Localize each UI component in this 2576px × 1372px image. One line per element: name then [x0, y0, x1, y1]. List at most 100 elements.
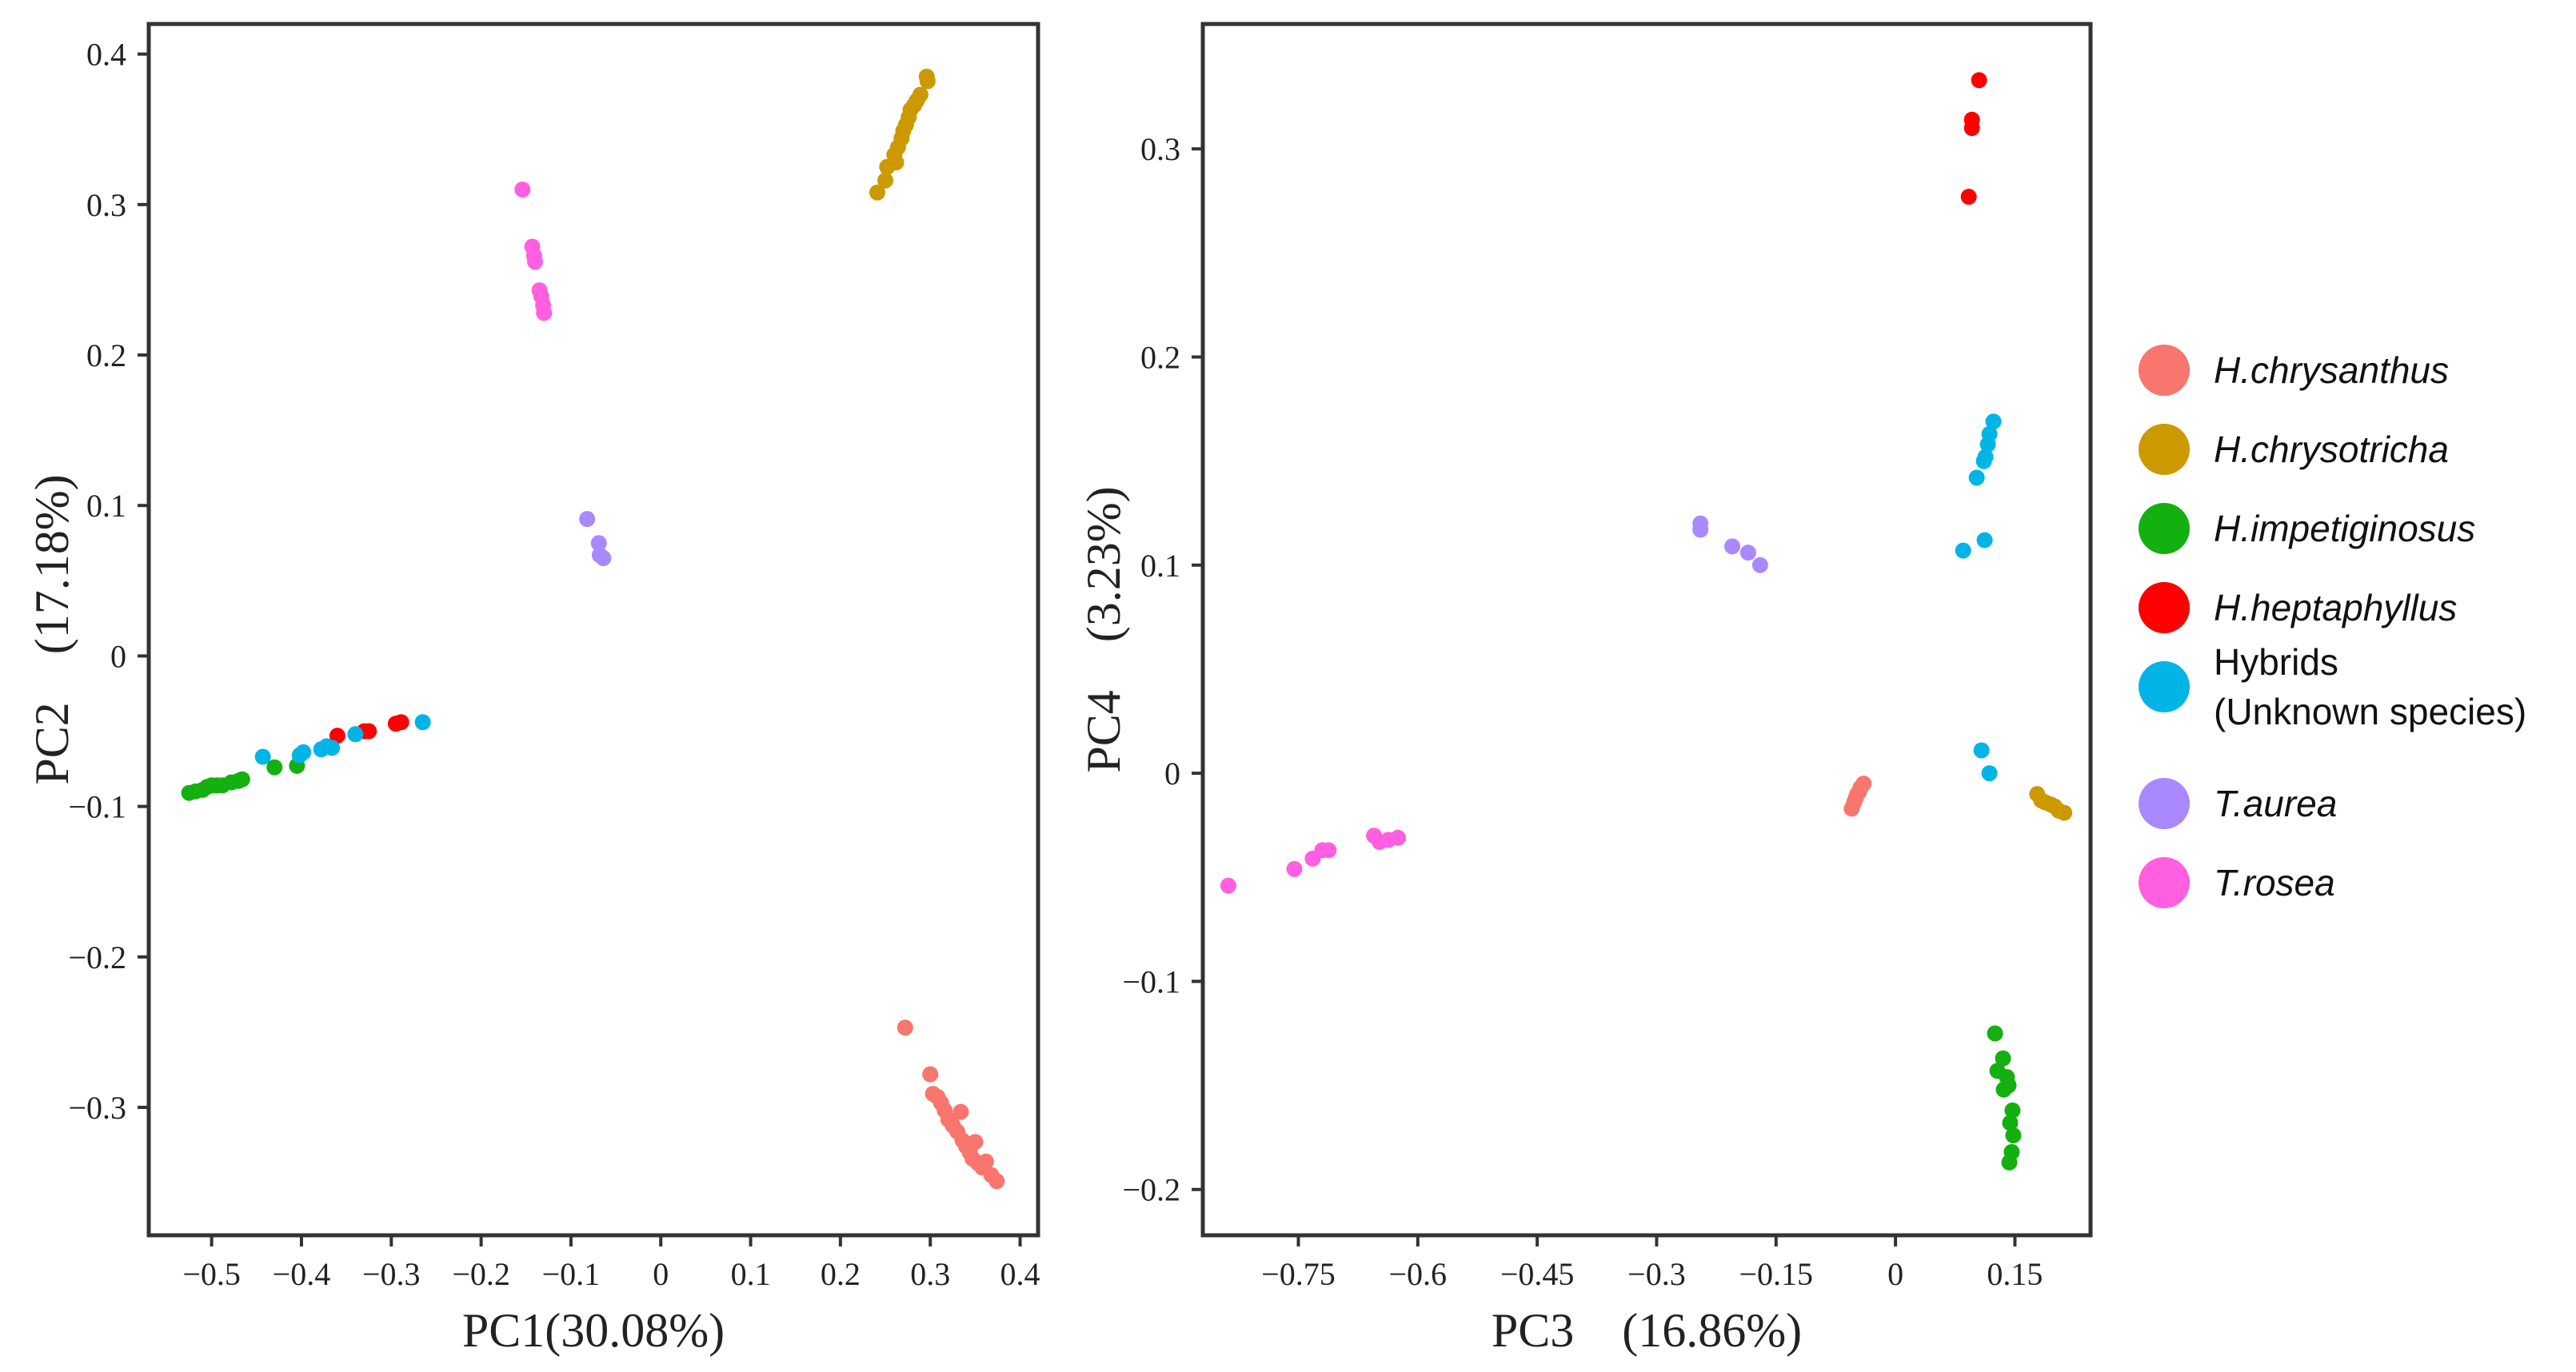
y-tick-label: 0.3: [1140, 131, 1180, 167]
data-point: [869, 184, 885, 201]
data-point: [1220, 877, 1236, 894]
data-point: [526, 253, 543, 270]
data-point: [1979, 436, 1996, 453]
y-tick-label: −0.1: [1122, 963, 1180, 999]
data-point: [1286, 860, 1303, 877]
y-tick-label: −0.2: [1122, 1172, 1180, 1208]
series-h-chrysotricha: [869, 68, 936, 201]
x-tick-label: 0.2: [821, 1256, 861, 1292]
data-point: [953, 1103, 969, 1120]
series-h-impetiginosus: [181, 757, 306, 801]
data-point: [266, 759, 283, 776]
x-tick-label: 0.1: [731, 1256, 771, 1292]
data-point: [1985, 413, 2002, 430]
data-point: [254, 748, 271, 765]
y-tick-label: −0.2: [68, 939, 126, 975]
legend-item-h-impetiginosus: H.impetiginosus: [2139, 503, 2475, 554]
x-tick-label: −0.5: [182, 1256, 241, 1292]
legend-label: H.chrysanthus: [2214, 349, 2449, 391]
data-point: [977, 1153, 994, 1170]
data-point: [1751, 556, 1768, 573]
legend-item-h-heptaphyllus: H.heptaphyllus: [2139, 582, 2457, 633]
series-t-rosea: [1220, 828, 1406, 894]
data-point: [1855, 776, 1872, 792]
x-tick-label: −0.1: [542, 1256, 601, 1292]
legend-marker: [2139, 424, 2190, 475]
legend-item-t-aurea: T.aurea: [2139, 778, 2337, 829]
legend-item-h-chrysotricha: H.chrysotricha: [2139, 424, 2449, 475]
data-point: [1973, 742, 1990, 759]
legend-item-h-chrysanthus: H.chrysanthus: [2139, 345, 2449, 396]
x-tick-label: −0.6: [1389, 1256, 1448, 1292]
x-tick-label: 0.4: [1000, 1256, 1040, 1292]
data-point: [2004, 1102, 2021, 1119]
legend-label: H.chrysotricha: [2214, 429, 2449, 470]
legend-label: H.heptaphyllus: [2214, 587, 2457, 628]
data-point: [888, 154, 905, 171]
legend: H.chrysanthus H.chrysotricha H.impetiginos…: [2139, 345, 2526, 908]
data-point: [1963, 120, 1980, 137]
data-point: [2001, 1154, 2018, 1171]
plot-frame: [146, 22, 1040, 1238]
data-point: [514, 181, 531, 198]
legend-marker: [2139, 503, 2190, 554]
data-point: [1971, 72, 1987, 89]
x-tick-label: −0.3: [362, 1256, 421, 1292]
series-h-impetiginosus: [1987, 1025, 2022, 1171]
legend-label: T.aurea: [2214, 783, 2337, 824]
data-point: [361, 723, 377, 740]
series-t-rosea: [514, 181, 553, 321]
data-point: [1960, 189, 1977, 205]
x-tick-label: −0.2: [452, 1256, 510, 1292]
series-h-chrysanthus: [897, 1019, 1005, 1190]
series-h-chrysotricha: [2029, 786, 2073, 821]
legend-marker: [2139, 345, 2190, 396]
data-point: [393, 714, 409, 731]
data-point: [1976, 532, 1993, 548]
legend-marker: [2139, 778, 2190, 829]
x-tick-label: −0.15: [1739, 1256, 1813, 1292]
y-tick-label: 0: [1164, 756, 1180, 792]
x-axis-title: PC1(30.08%): [462, 1304, 725, 1357]
x-tick-label: 0.3: [910, 1256, 950, 1292]
series-hybrids-unknown-species: [1955, 413, 2002, 782]
data-point: [922, 1066, 939, 1083]
y-axis-title: PC2 (17.18%): [26, 474, 78, 784]
data-point: [234, 771, 250, 788]
data-point: [912, 86, 929, 103]
data-point: [2002, 1115, 2019, 1131]
data-point: [897, 1019, 913, 1036]
x-tick-label: −0.75: [1261, 1256, 1336, 1292]
data-point: [1981, 765, 1998, 782]
y-tick-label: 0.2: [1140, 339, 1180, 375]
y-axis-title: PC4 (3.23%): [1077, 486, 1130, 772]
data-point: [2005, 1127, 2022, 1144]
data-point: [988, 1173, 1005, 1190]
legend-marker: [2139, 661, 2190, 712]
data-point: [1955, 542, 1971, 559]
data-point: [2000, 1077, 2017, 1094]
data-point: [919, 73, 936, 90]
series-t-aurea: [1692, 515, 1768, 573]
y-tick-label: −0.1: [68, 789, 126, 825]
series-h-heptaphyllus: [1960, 72, 1987, 205]
legend-label: (Unknown species): [2214, 691, 2526, 732]
legend-label: T.rosea: [2214, 862, 2335, 903]
x-tick-label: −0.4: [273, 1256, 331, 1292]
y-tick-label: 0.4: [86, 37, 126, 73]
pca-panel-pc1-pc2: −0.5 −0.4 −0.3 −0.2 −0.1 0 0.1 0.2 0.3 0.4 −0.3 −0.…: [26, 22, 1040, 1357]
x-tick-label: 0: [1887, 1256, 1903, 1292]
y-tick-label: 0.1: [86, 488, 126, 524]
data-point: [1987, 1025, 2003, 1042]
data-point: [579, 511, 596, 528]
data-point: [1724, 538, 1741, 555]
data-point: [324, 740, 341, 756]
data-point: [1995, 1050, 2011, 1067]
x-axis-title: PC3 (16.86%): [1492, 1304, 1802, 1357]
x-tick-label: 0.15: [1987, 1256, 2043, 1292]
data-point: [1692, 521, 1709, 538]
data-point: [877, 172, 894, 189]
data-point: [1389, 829, 1406, 846]
y-tick-label: 0.2: [86, 337, 126, 373]
